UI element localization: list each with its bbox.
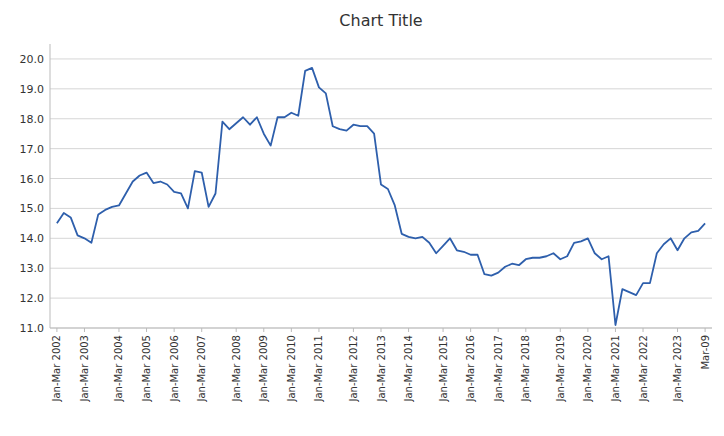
- x-tick: [118, 328, 119, 332]
- x-tick-label: Jan-Mar 2018: [520, 335, 531, 403]
- y-tick-label: 11.0: [20, 322, 45, 335]
- x-tick: [263, 328, 264, 332]
- y-tick-label: 14.0: [20, 232, 45, 245]
- x-tick-label: Jan-Mar 2014: [403, 335, 414, 403]
- y-tick-label: 17.0: [20, 143, 45, 156]
- x-tick-label: Jan-Mar 2012: [348, 335, 359, 403]
- x-tick-label: Jan-Mar 2008: [231, 335, 242, 403]
- x-tick: [470, 328, 471, 332]
- x-tick-label: Jan-Mar 2015: [438, 335, 449, 403]
- y-tick-label: 18.0: [20, 113, 45, 126]
- x-tick-label: Jan-Mar 2006: [169, 335, 180, 403]
- x-tick: [677, 328, 678, 332]
- x-tick-label: Jan-Mar 2017: [493, 335, 504, 403]
- x-tick: [353, 328, 354, 332]
- x-tick-label: Jan-Mar 2009: [258, 335, 269, 403]
- chart: Chart Title11.012.013.014.015.016.017.01…: [0, 0, 724, 436]
- x-tick: [174, 328, 175, 332]
- x-tick-label: Jan-Mar 2005: [141, 335, 152, 403]
- x-tick: [587, 328, 588, 332]
- x-tick: [615, 328, 616, 332]
- x-tick-label: Jan-Mar 2007: [196, 335, 207, 403]
- x-tick-label: Jan-Mar 2003: [79, 335, 90, 403]
- x-tick: [56, 328, 57, 332]
- y-tick-label: 20.0: [20, 53, 45, 66]
- title: Chart Title: [339, 11, 422, 30]
- x-tick: [525, 328, 526, 332]
- x-tick: [381, 328, 382, 332]
- x-tick-label: Jan-Mar 2011: [313, 335, 324, 403]
- x-tick: [146, 328, 147, 332]
- y-tick-label: 19.0: [20, 83, 45, 96]
- x-axis: Jan-Mar 2002 Jan-Mar 2003 Jan-Mar 2004 Jan-…: [51, 328, 710, 403]
- x-tick: [643, 328, 644, 332]
- x-tick: [318, 328, 319, 332]
- x-tick: [560, 328, 561, 332]
- y-axis-line: [50, 44, 51, 328]
- x-tick-label: Jan-Mar 2020: [582, 335, 593, 403]
- y-tick-label: 16.0: [20, 173, 45, 186]
- grid-line: [50, 118, 712, 119]
- grid-line: [50, 88, 712, 89]
- y-tick-label: 12.0: [20, 292, 45, 305]
- grid-line: [50, 58, 712, 59]
- grid-line: [50, 238, 712, 239]
- x-tick: [201, 328, 202, 332]
- x-tick: [291, 328, 292, 332]
- y-tick-label: 13.0: [20, 262, 45, 275]
- x-tick-label: Jan-Mar 2004: [113, 335, 124, 403]
- grid-line: [50, 208, 712, 209]
- x-tick: [408, 328, 409, 332]
- x-tick-label: Jan-Mar 2002: [51, 335, 62, 403]
- y-tick-label: 15.0: [20, 202, 45, 215]
- line: [57, 68, 705, 325]
- x-tick-label: Jan-Mar 2016: [465, 335, 476, 403]
- x-tick-label: Jan-Mar 2019: [555, 335, 566, 403]
- plot-area: [57, 68, 705, 325]
- x-tick-label: Jan-Mar 2022: [638, 335, 649, 403]
- grid-line: [50, 148, 712, 149]
- x-tick: [705, 328, 706, 332]
- x-tick: [443, 328, 444, 332]
- y-axis: 11.0 12.0 13.0 14.0 15.0 16.0 17.0 18.0 19.0 20.0: [20, 53, 713, 335]
- x-tick-label: Jan-Mar 2013: [376, 335, 387, 403]
- x-tick: [84, 328, 85, 332]
- x-tick-label: Mar-09: [700, 335, 711, 370]
- x-tick-label: Jan-Mar 2023: [672, 335, 683, 403]
- grid-line: [50, 268, 712, 269]
- x-tick: [236, 328, 237, 332]
- x-tick-label: Jan-Mar 2021: [610, 335, 621, 403]
- x-tick-label: Jan-Mar 2010: [286, 335, 297, 403]
- x-tick: [498, 328, 499, 332]
